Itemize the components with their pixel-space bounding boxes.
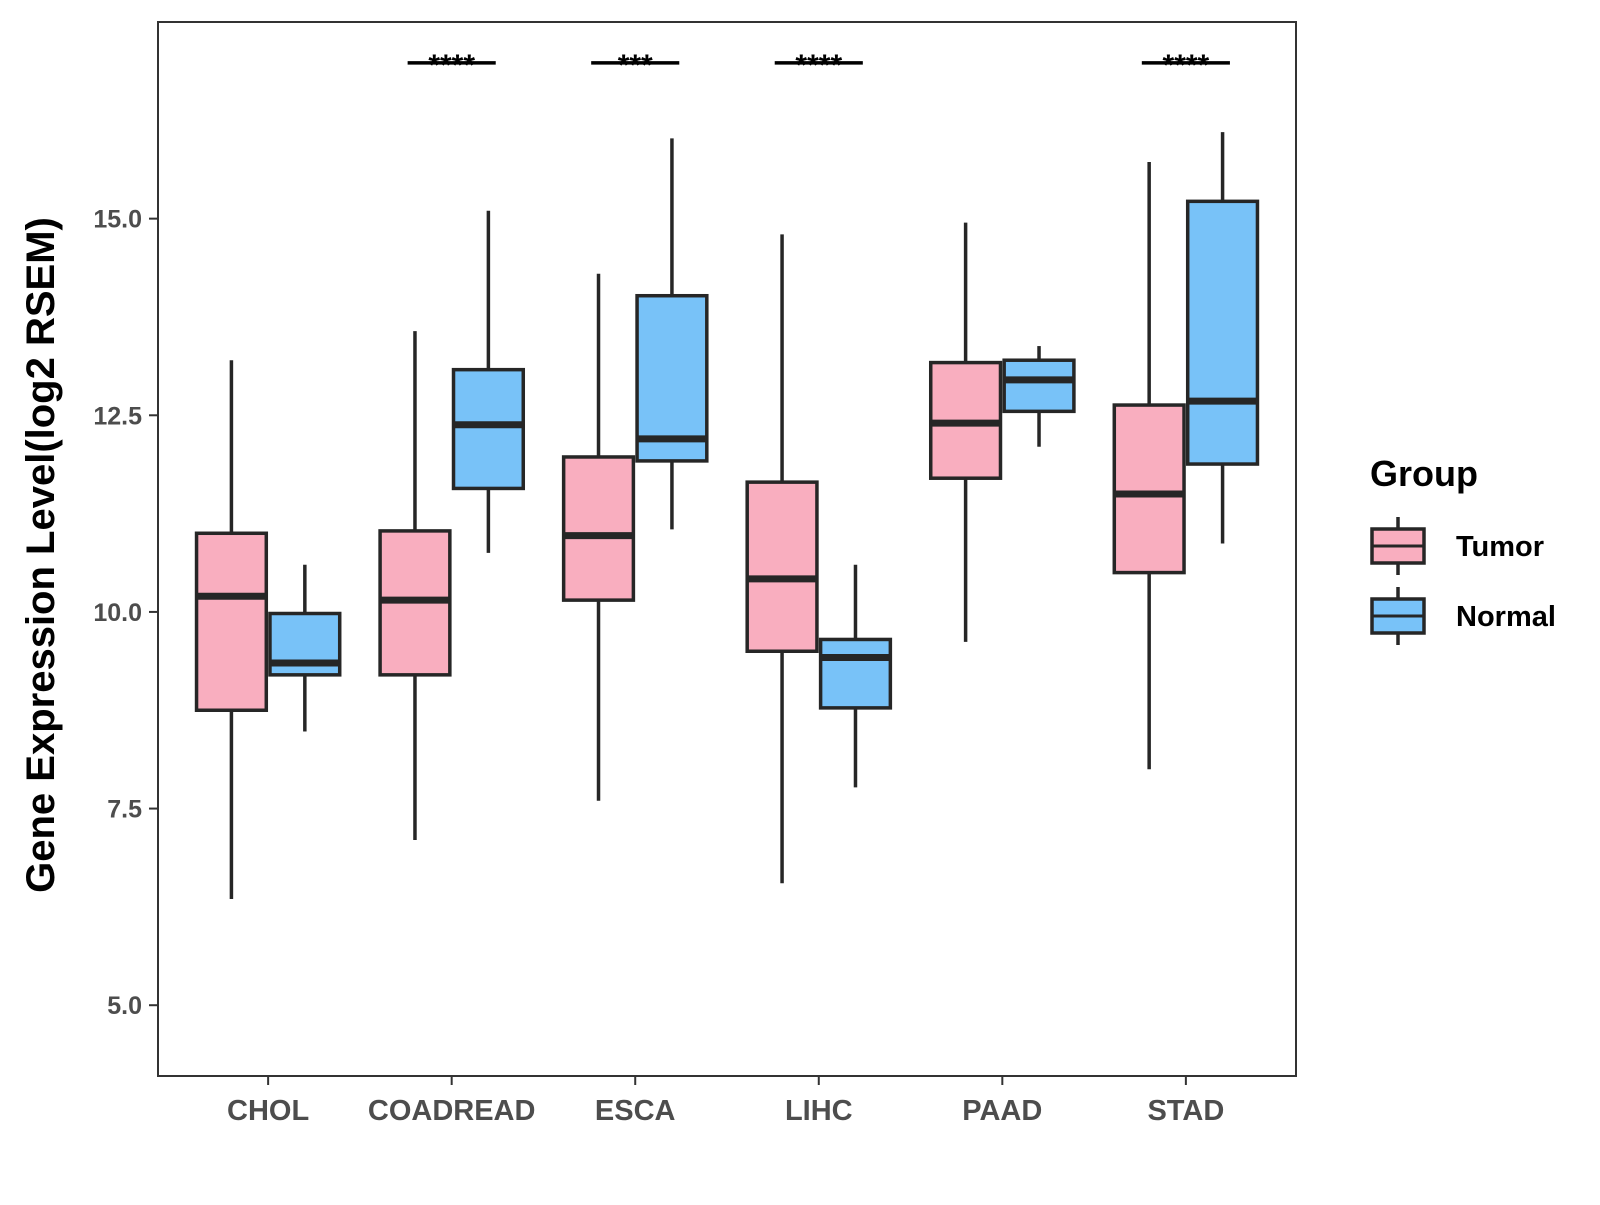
box-normal-stad: [1185, 132, 1260, 544]
box-tumor-paad: [928, 222, 1003, 642]
significance-stars: ****: [1163, 49, 1210, 82]
box-body: [561, 455, 636, 602]
x-tick-label: STAD: [1147, 1095, 1224, 1127]
x-tick-label: CHOL: [227, 1095, 309, 1127]
significance-stars: ****: [795, 49, 842, 82]
y-axis-title: Gene Expression Level(log2 RSEM): [19, 217, 63, 893]
box-tumor-esca: [561, 273, 636, 801]
box-body: [745, 480, 819, 654]
y-tick-label: 5.0: [107, 992, 142, 1020]
legend-label: Normal: [1456, 601, 1556, 633]
box-normal-chol: [268, 564, 342, 732]
box-normal-coadread: [451, 210, 526, 553]
box-marks: [194, 132, 1260, 900]
box-body: [194, 531, 269, 712]
box-normal-paad: [1002, 346, 1076, 447]
y-tick-label: 10.0: [93, 599, 142, 627]
significance-annotations: **** *** **** ****: [407, 49, 1230, 82]
y-tick-label: 15.0: [93, 206, 142, 234]
box-normal-esca: [635, 138, 709, 530]
box-tumor-lihc: [745, 234, 819, 884]
y-tick-label: 12.5: [93, 402, 142, 430]
legend-item-normal: Normal: [1370, 587, 1556, 645]
box-tumor-coadread: [378, 331, 452, 841]
legend-item-tumor: Tumor: [1370, 517, 1544, 575]
box-body: [818, 637, 893, 710]
box-body: [451, 367, 526, 491]
box-tumor-stad: [1112, 162, 1186, 770]
legend-label: Tumor: [1456, 531, 1544, 563]
plot-border: [157, 21, 1297, 1077]
x-tick-label: ESCA: [595, 1095, 676, 1127]
box-body: [1185, 199, 1260, 466]
box-body: [1112, 403, 1186, 575]
box-tumor-chol: [194, 360, 269, 900]
significance-stars: ****: [428, 49, 475, 82]
box-normal-lihc: [818, 564, 893, 788]
x-tick-label: PAAD: [962, 1095, 1042, 1127]
box-body: [1002, 358, 1076, 414]
box-body: [635, 293, 709, 463]
legend: Group Tumor Normal: [1370, 453, 1556, 645]
legend-title: Group: [1370, 453, 1478, 494]
x-tick-label: COADREAD: [368, 1095, 536, 1127]
y-tick-label: 7.5: [107, 796, 142, 824]
x-tick-label: LIHC: [785, 1095, 853, 1127]
plot-panel: [157, 21, 1297, 1077]
axes: 5.0 7.5 10.0 12.5 15.0 CHOL COADREAD ESCA LIHC PA…: [93, 206, 1224, 1127]
significance-stars: ***: [618, 49, 653, 82]
